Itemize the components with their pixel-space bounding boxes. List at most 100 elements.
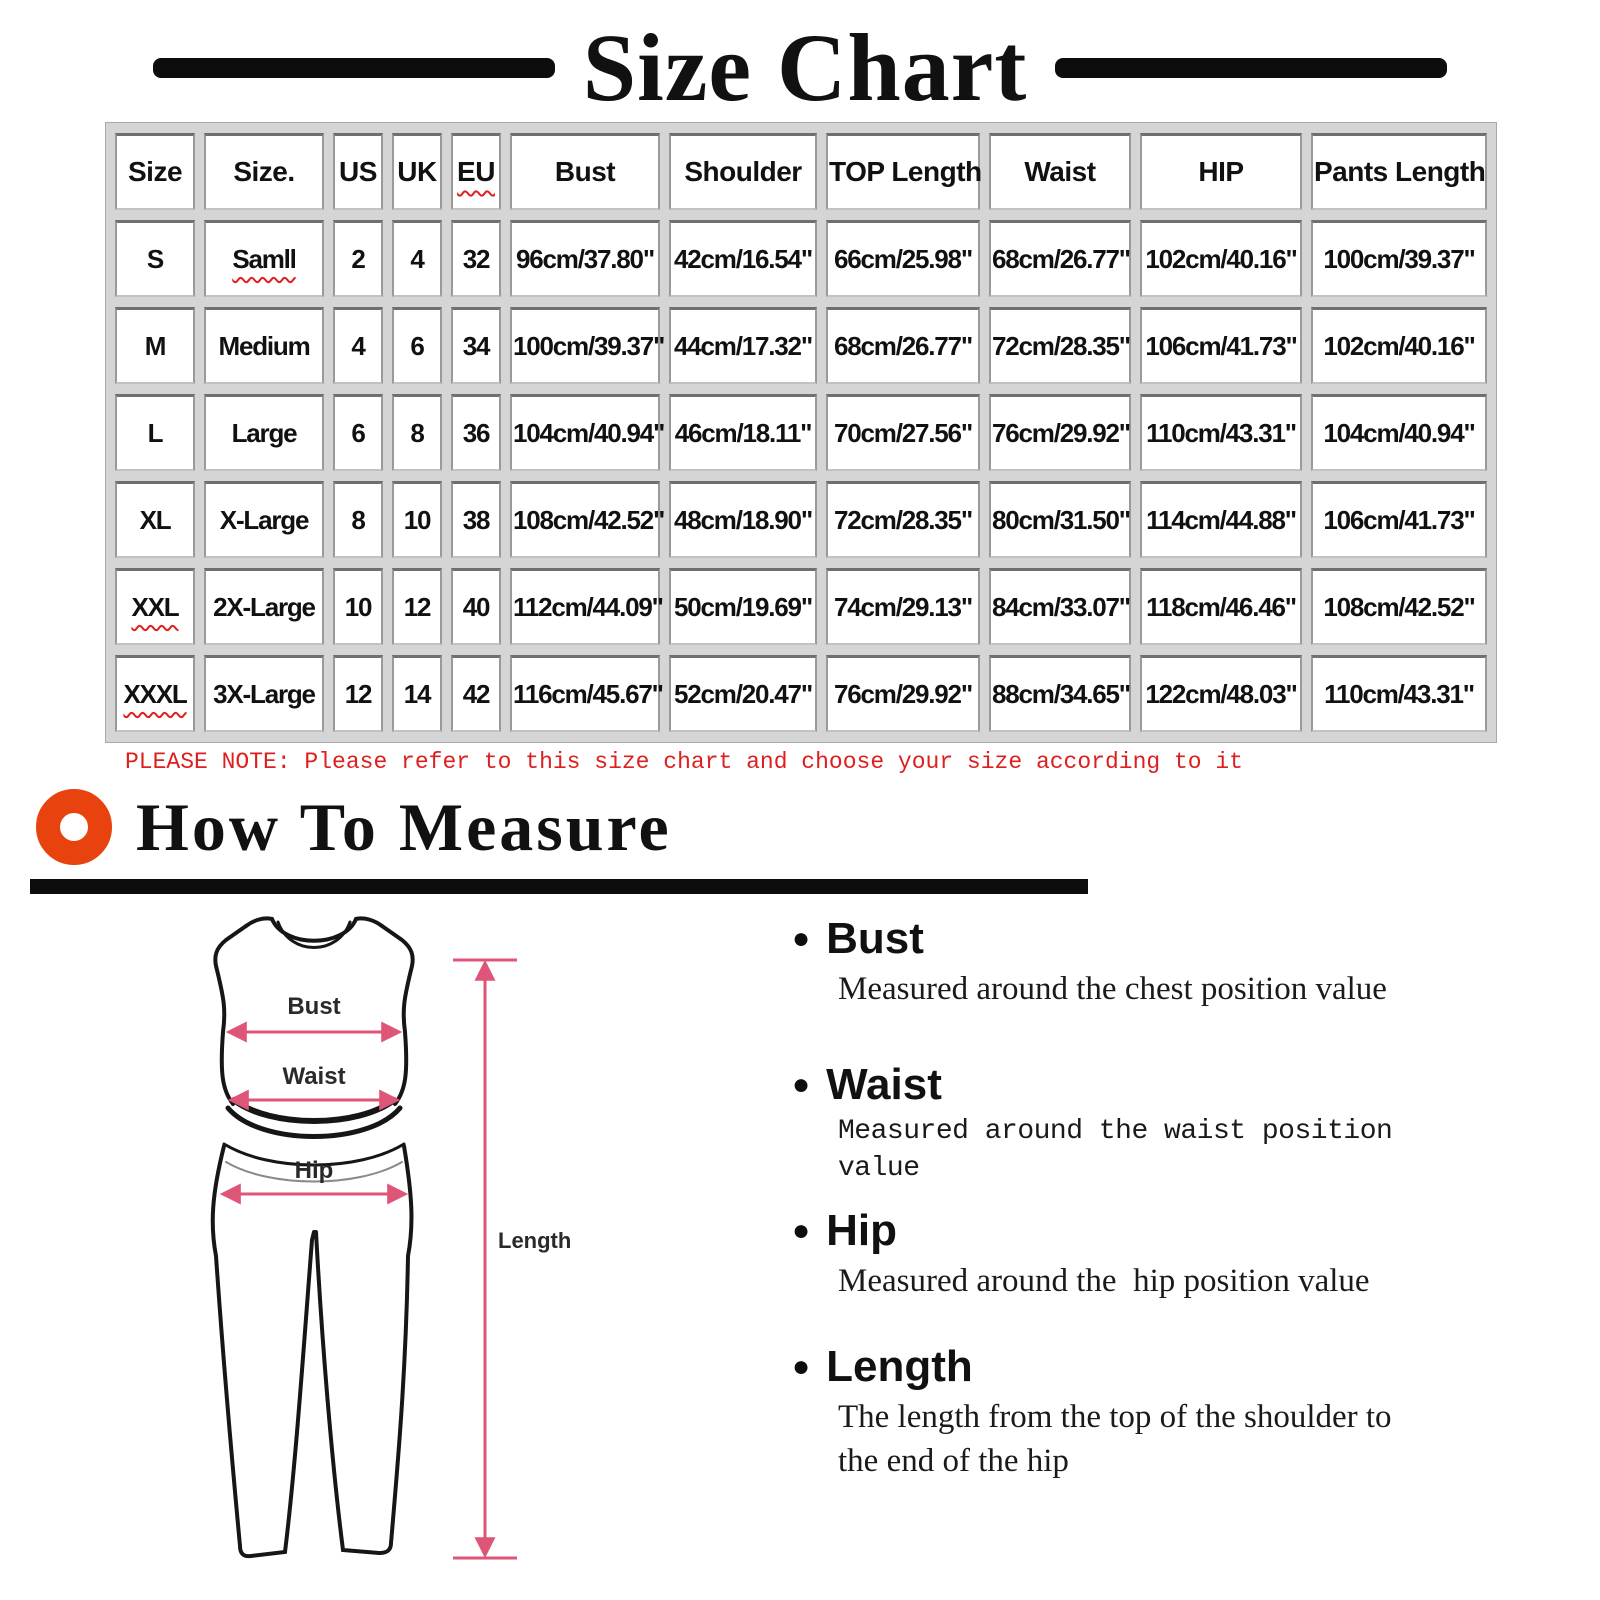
table-cell: 84cm/33.07" [989, 568, 1131, 645]
measure-note-length: ● Length The length from the top of the … [792, 1343, 1472, 1483]
size-table-body: S Samll 2 4 32 96cm/37.80" 42cm/16.54" 66cm/25.… [115, 220, 1487, 732]
table-cell: 68cm/26.77" [826, 307, 980, 384]
table-cell: 12 [392, 568, 442, 645]
bullet-icon: ● [792, 1214, 811, 1248]
table-cell: 76cm/29.92" [989, 394, 1131, 471]
table-cell: 14 [392, 655, 442, 732]
table-cell: 6 [392, 307, 442, 384]
table-row: M Medium 4 6 34 100cm/39.37" 44cm/17.32" 68cm/2… [115, 307, 1487, 384]
table-cell: 80cm/31.50" [989, 481, 1131, 558]
table-cell: 10 [392, 481, 442, 558]
table-cell: 74cm/29.13" [826, 568, 980, 645]
hip-label: Hip [295, 1157, 334, 1184]
bullet-icon: ● [792, 1350, 811, 1384]
how-to-measure-header: How To Measure [36, 785, 1600, 869]
header-cell: Pants Length [1311, 133, 1487, 210]
measure-note-bust: ● Bust Measured around the chest positio… [792, 914, 1472, 1012]
title-rule-right [1055, 58, 1448, 78]
table-cell: 100cm/39.37" [1311, 220, 1487, 297]
header-cell: Size. [204, 133, 324, 210]
table-cell: 6 [333, 394, 383, 471]
table-row: XXL 2X-Large 10 12 40 112cm/44.09" 50cm/19.69"… [115, 568, 1487, 645]
size-table-head-row: Size Size. US UK EU Bust Shoulder TOP Length Wai… [115, 133, 1487, 210]
table-cell: 46cm/18.11" [669, 394, 817, 471]
table-cell: 106cm/41.73" [1311, 481, 1487, 558]
table-row: S Samll 2 4 32 96cm/37.80" 42cm/16.54" 66cm/25.… [115, 220, 1487, 297]
tank-top-outline [213, 916, 415, 1139]
table-cell: 3X-Large [204, 655, 324, 732]
table-cell: 102cm/40.16" [1140, 220, 1302, 297]
table-cell: 104cm/40.94" [1311, 394, 1487, 471]
table-cell: 122cm/48.03" [1140, 655, 1302, 732]
table-cell: 110cm/43.31" [1140, 394, 1302, 471]
header-cell: US [333, 133, 383, 210]
bullet-icon: ● [792, 1068, 811, 1102]
table-cell: 2X-Large [204, 568, 324, 645]
table-cell: 118cm/46.46" [1140, 568, 1302, 645]
table-cell: 102cm/40.16" [1311, 307, 1487, 384]
table-cell: 68cm/26.77" [989, 220, 1131, 297]
how-to-measure-rule [30, 879, 1088, 894]
table-cell: 34 [451, 307, 501, 384]
table-cell: 12 [333, 655, 383, 732]
table-cell: 8 [392, 394, 442, 471]
table-cell: M [115, 307, 195, 384]
table-cell: X-Large [204, 481, 324, 558]
header-cell: Shoulder [669, 133, 817, 210]
table-cell: XXXL [115, 655, 195, 732]
size-note: PLEASE NOTE: Please refer to this size c… [125, 749, 1243, 775]
table-cell: 4 [392, 220, 442, 297]
table-cell: 96cm/37.80" [510, 220, 660, 297]
page-title: Size Chart [582, 14, 1028, 121]
table-cell: L [115, 394, 195, 471]
table-cell: 72cm/28.35" [826, 481, 980, 558]
bust-label: Bust [287, 993, 340, 1020]
table-cell: 116cm/45.67" [510, 655, 664, 732]
table-cell: 38 [451, 481, 501, 558]
table-cell: 32 [451, 220, 501, 297]
measure-note-waist: ● Waist Measured around the waist positi… [792, 1060, 1472, 1188]
measure-term: Waist [826, 1060, 942, 1109]
how-to-measure-title: How To Measure [136, 789, 672, 865]
header-cell: Waist [989, 133, 1131, 210]
table-cell: 48cm/18.90" [669, 481, 817, 558]
measure-term: Hip [826, 1206, 898, 1255]
header-cell: HIP [1140, 133, 1302, 210]
table-cell: Samll [204, 220, 324, 297]
table-cell: 108cm/42.52" [510, 481, 665, 558]
table-cell: Medium [204, 307, 324, 384]
measure-area: Bust Waist Hip Length ● Bust Measured ar… [0, 894, 1600, 1569]
header-cell: Bust [510, 133, 660, 210]
table-cell: 112cm/44.09" [510, 568, 664, 645]
table-cell: 2 [333, 220, 383, 297]
measure-desc: Measured around the hip position value [838, 1263, 1370, 1300]
measure-desc: The length from the top of the shoulder … [838, 1399, 1392, 1479]
table-cell: 88cm/34.65" [989, 655, 1131, 732]
header-cell: UK [392, 133, 442, 210]
table-cell: 72cm/28.35" [989, 307, 1131, 384]
orange-ring-icon [36, 789, 112, 865]
header-cell: EU [451, 133, 501, 210]
title-banner: Size Chart [0, 0, 1600, 118]
size-table: Size Size. US UK EU Bust Shoulder TOP Length Wai… [105, 122, 1497, 743]
measure-desc: Measured around the chest position value [838, 971, 1387, 1008]
table-cell: 70cm/27.56" [826, 394, 980, 471]
table-cell: XXL [115, 568, 195, 645]
table-cell: 44cm/17.32" [669, 307, 817, 384]
table-cell: 4 [333, 307, 383, 384]
table-cell: 110cm/43.31" [1311, 655, 1487, 732]
garment-diagram: Bust Waist Hip Length [210, 916, 571, 1560]
table-cell: Large [204, 394, 324, 471]
waist-label: Waist [282, 1063, 345, 1090]
length-label: Length [498, 1228, 571, 1253]
size-table-wrap: Size Size. US UK EU Bust Shoulder TOP Length Wai… [105, 122, 1497, 743]
diagram-labels: Bust Waist Hip Length [282, 993, 571, 1253]
table-cell: 108cm/42.52" [1311, 568, 1487, 645]
measure-note-hip: ● Hip Measured around the hip position v… [792, 1206, 1472, 1304]
measure-term: Bust [826, 914, 924, 963]
table-cell: 66cm/25.98" [826, 220, 980, 297]
bullet-icon: ● [792, 922, 811, 956]
table-row: XL X-Large 8 10 38 108cm/42.52" 48cm/18.90" 72c… [115, 481, 1487, 558]
measure-desc: Measured around the waist position value [838, 1116, 1409, 1185]
table-cell: 52cm/20.47" [669, 655, 817, 732]
